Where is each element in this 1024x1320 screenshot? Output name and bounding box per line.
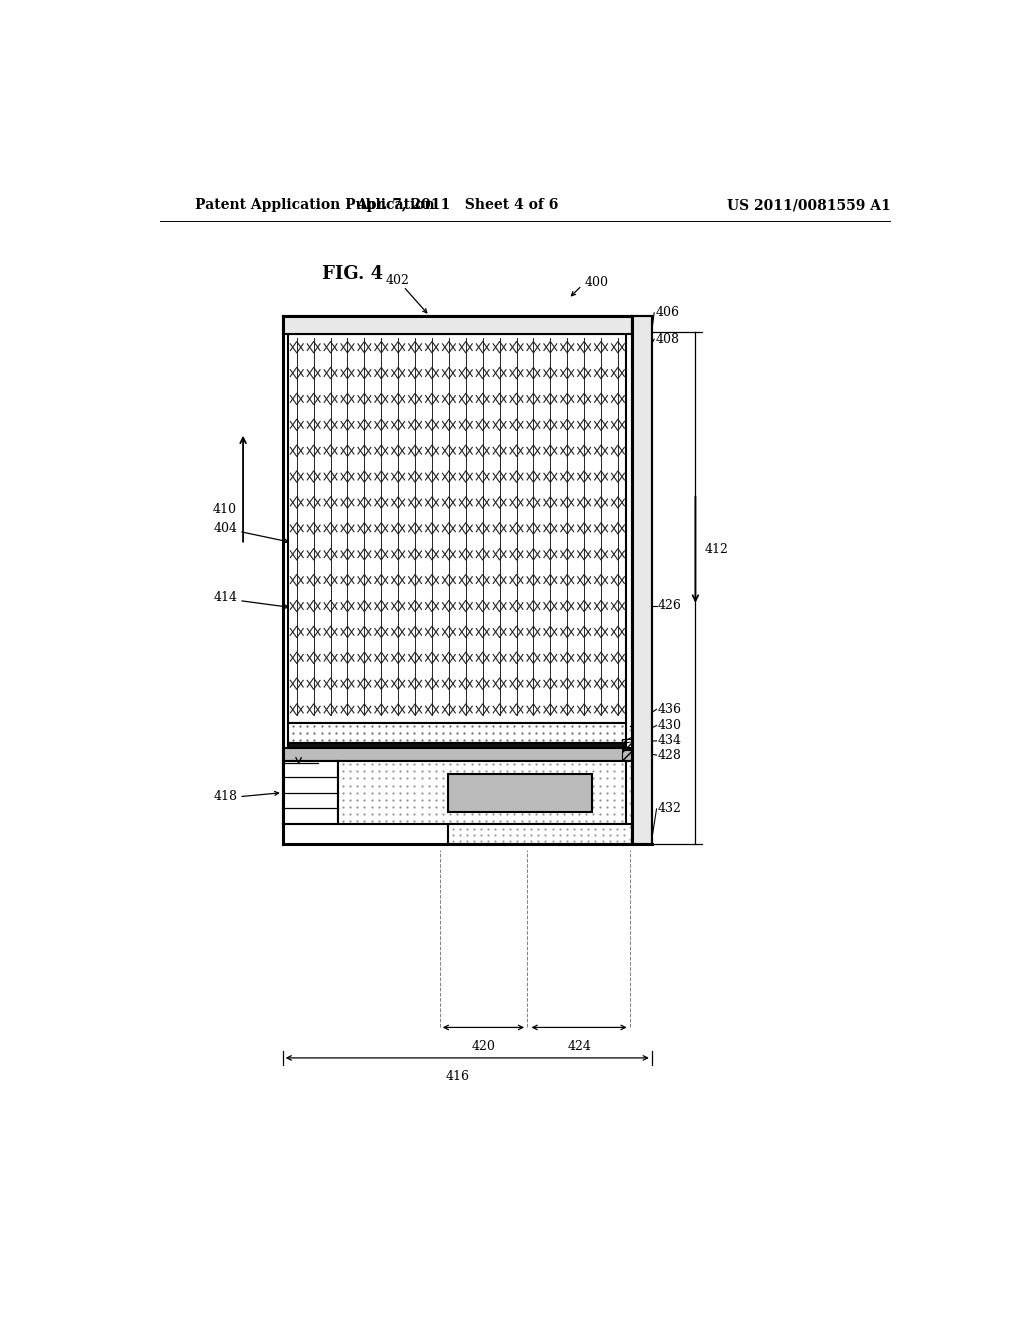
Text: 424: 424 — [567, 1040, 591, 1052]
Text: 416: 416 — [445, 1071, 469, 1084]
Text: Patent Application Publication: Patent Application Publication — [196, 198, 435, 213]
Text: 426: 426 — [658, 599, 682, 612]
Bar — [338, 762, 627, 824]
Bar — [623, 750, 632, 760]
Text: Apr. 7, 2011   Sheet 4 of 6: Apr. 7, 2011 Sheet 4 of 6 — [356, 198, 558, 213]
Text: 400: 400 — [585, 276, 608, 289]
Bar — [632, 315, 652, 845]
Bar — [289, 743, 627, 748]
Text: 434: 434 — [658, 734, 682, 747]
Text: 408: 408 — [655, 333, 680, 346]
Text: 406: 406 — [655, 306, 680, 319]
Bar — [623, 739, 632, 748]
Bar — [283, 748, 652, 762]
Text: 404: 404 — [214, 521, 238, 535]
Text: 428: 428 — [658, 748, 682, 762]
Text: 410: 410 — [213, 503, 237, 516]
Bar — [283, 315, 632, 334]
Text: 430: 430 — [658, 719, 682, 733]
Text: 432: 432 — [658, 803, 682, 816]
Text: 420: 420 — [471, 1040, 496, 1052]
Text: 436: 436 — [658, 702, 682, 715]
Bar — [289, 722, 627, 743]
Bar — [447, 774, 592, 812]
Text: FIG. 4: FIG. 4 — [323, 265, 384, 284]
Bar — [447, 824, 632, 845]
Bar — [283, 762, 338, 824]
Text: 402: 402 — [386, 273, 410, 286]
Text: 414: 414 — [214, 591, 238, 605]
Text: US 2011/0081559 A1: US 2011/0081559 A1 — [727, 198, 891, 213]
Bar — [289, 334, 627, 722]
Text: 418: 418 — [214, 791, 238, 803]
Text: 412: 412 — [705, 544, 729, 556]
